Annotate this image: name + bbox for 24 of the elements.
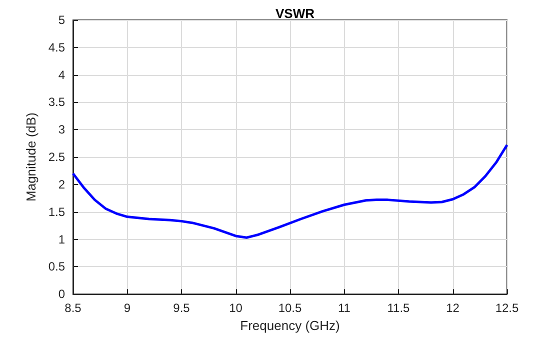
- x-axis-title: Frequency (GHz): [240, 318, 340, 333]
- y-tick-label: 3.5: [48, 95, 66, 110]
- x-tick-label: 11.5: [387, 301, 410, 316]
- y-tick-label: 4: [58, 68, 66, 82]
- x-tick-label: 10.5: [278, 301, 302, 316]
- y-tick-label: 2: [58, 177, 66, 192]
- y-tick-label: 0.5: [48, 260, 66, 274]
- line-series: [72, 144, 508, 239]
- y-tick-label: 5: [58, 13, 66, 27]
- x-tick-label: 9.5: [173, 301, 190, 316]
- y-tick-label: 1.5: [48, 204, 66, 219]
- y-tick-label: 1: [58, 232, 66, 246]
- x-tick-label: 9: [124, 301, 131, 316]
- x-tick-label: 10: [229, 301, 243, 316]
- x-tick-label: 11: [338, 301, 351, 316]
- y-tick-label: 0: [58, 287, 66, 302]
- x-tick-label: 12.5: [495, 301, 519, 316]
- y-tick-label: 2.5: [48, 150, 66, 164]
- chart-title: VSWR: [276, 6, 316, 21]
- x-tick-label: 8.5: [64, 301, 82, 316]
- x-tick-label: 12: [446, 301, 460, 316]
- y-tick-label: 3: [58, 122, 66, 137]
- y-axis-title: Magnitude (dB): [23, 112, 38, 202]
- y-tick-label: 4.5: [48, 40, 66, 54]
